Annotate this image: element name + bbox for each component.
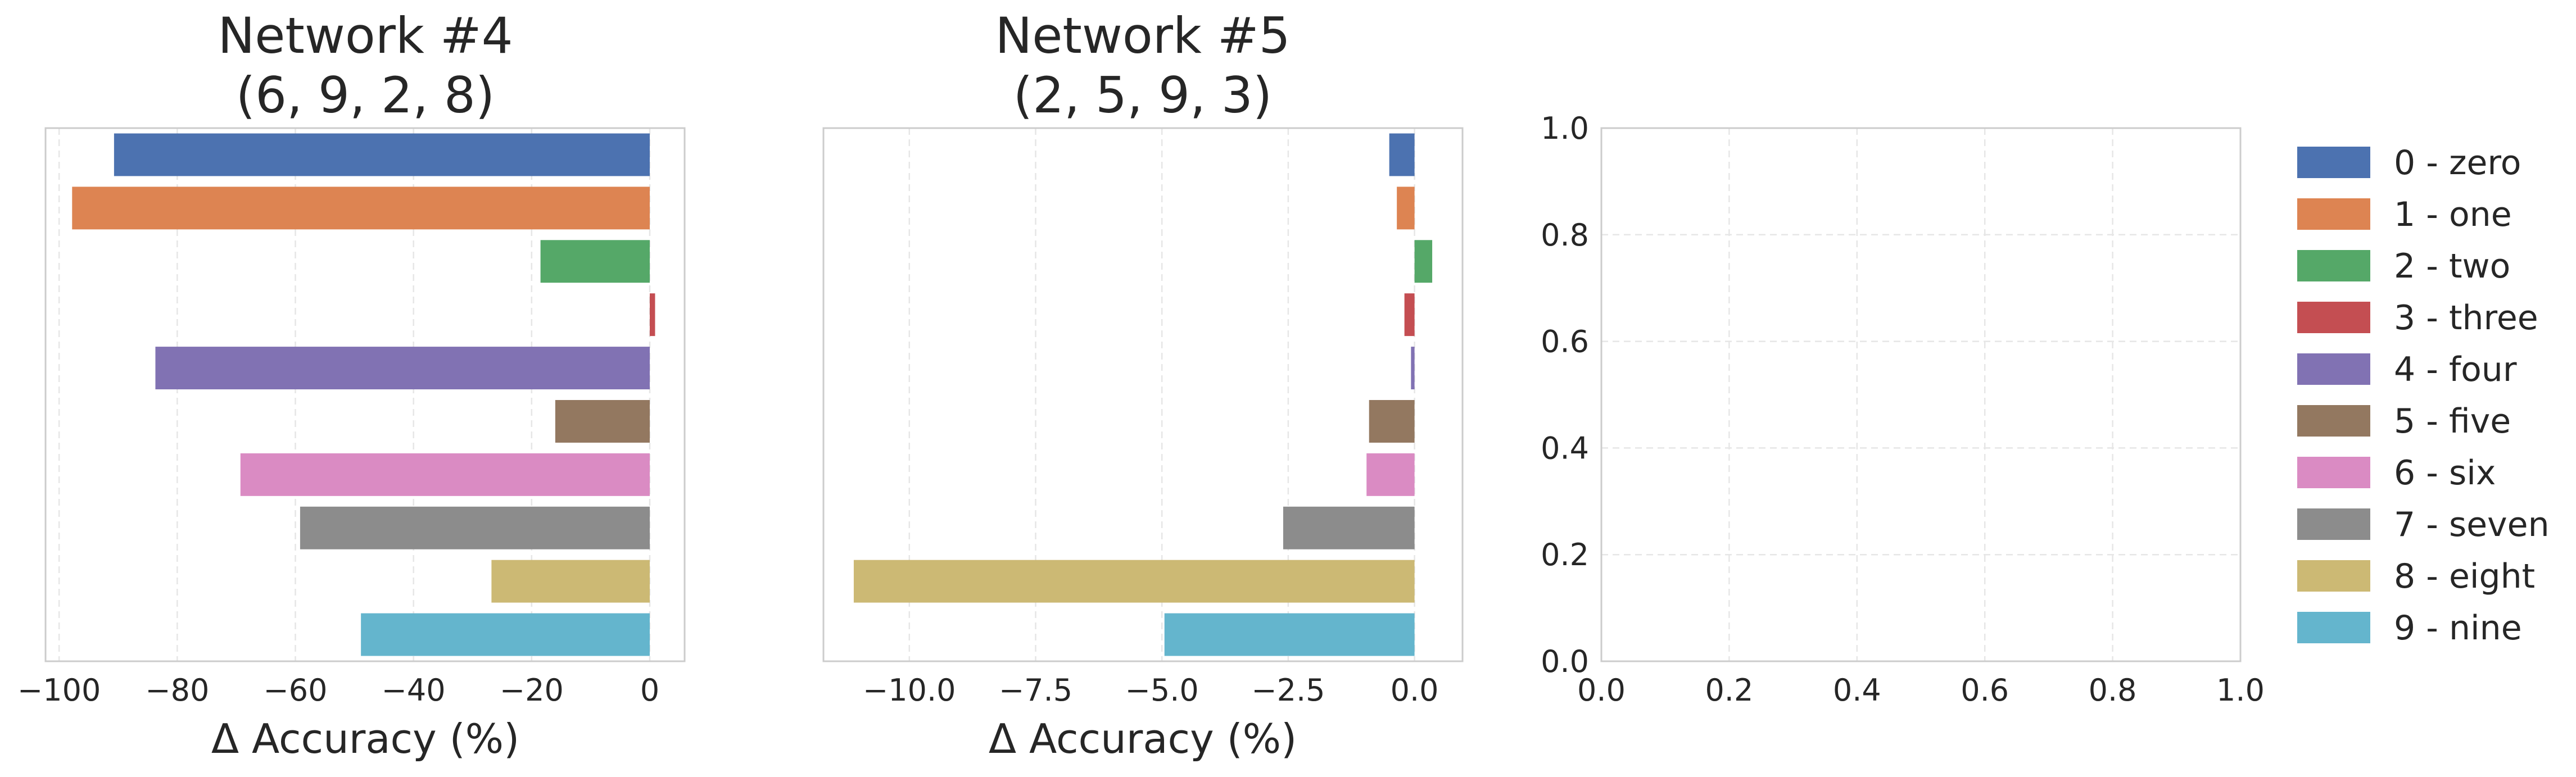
bar-4 <box>155 347 650 390</box>
x-tick-label: −20 <box>500 673 564 708</box>
y-tick-label: 1.0 <box>1541 111 1589 146</box>
x-tick-label: 0.4 <box>1833 673 1881 708</box>
legend-label: 2 - two <box>2394 247 2510 286</box>
legend-label: 9 - nine <box>2394 608 2522 648</box>
legend-label: 3 - three <box>2394 298 2538 338</box>
bar-6 <box>1366 453 1415 496</box>
plot-frame <box>1600 127 2242 662</box>
bar-9 <box>1164 613 1415 656</box>
legend-swatch <box>2297 405 2370 437</box>
x-tick-label: −2.5 <box>1251 673 1325 708</box>
x-tick-labels: −10.0 −7.5 −5.0 −2.5 0.0 <box>863 673 1439 708</box>
x-tick-label: −80 <box>145 673 209 708</box>
legend-swatch <box>2297 250 2370 281</box>
x-tick-label: 0.2 <box>1705 673 1753 708</box>
x-axis-label: Δ Accuracy (%) <box>211 715 519 762</box>
bar-3 <box>650 293 655 337</box>
x-tick-label: 0.6 <box>1961 673 2009 708</box>
x-tick-label: −10.0 <box>863 673 956 708</box>
bar-0 <box>1389 133 1415 176</box>
y-tick-label: 0.4 <box>1541 430 1589 466</box>
x-tick-label: −40 <box>382 673 446 708</box>
legend-swatch <box>2297 457 2370 488</box>
bar-8 <box>853 560 1415 603</box>
y-tick-label: 0.6 <box>1541 324 1589 360</box>
legend-label: 6 - six <box>2394 453 2496 493</box>
y-tick-label: 0.2 <box>1541 537 1589 572</box>
legend-label: 8 - eight <box>2394 557 2535 596</box>
y-tick-label: 0.0 <box>1541 644 1589 679</box>
legend-label: 4 - four <box>2394 350 2517 389</box>
legend-label: 0 - zero <box>2394 143 2521 183</box>
grid-lines <box>1600 127 2242 662</box>
x-tick-label: 0.0 <box>1577 673 1626 708</box>
x-tick-label: −5.0 <box>1125 673 1199 708</box>
legend-swatch <box>2297 560 2370 592</box>
bar-8 <box>491 560 650 603</box>
chart-title-line-2: (6, 9, 2, 8) <box>236 66 495 124</box>
chart-title-line-2: (2, 5, 9, 3) <box>1013 66 1272 124</box>
chart-title-line-1: Network #5 <box>995 7 1290 65</box>
x-tick-label: −60 <box>264 673 328 708</box>
y-tick-labels: 0.0 0.2 0.4 0.6 0.8 1.0 <box>1541 111 1589 679</box>
bar-7 <box>300 506 650 549</box>
legend-swatch <box>2297 302 2370 333</box>
legend-swatch <box>2297 508 2370 540</box>
x-tick-labels: −100 −80 −60 −40 −20 0 <box>17 673 659 708</box>
plot-frame <box>44 127 686 662</box>
x-tick-label: −100 <box>17 673 101 708</box>
chart-panel-network-5: Network #5 (2, 5, 9, 3) −10.0 −7.5 −5.0 −2.… <box>822 7 1464 762</box>
bars <box>72 133 655 656</box>
bar-4 <box>1411 347 1415 390</box>
x-tick-label: 1.0 <box>2216 673 2265 708</box>
legend-label: 1 - one <box>2394 195 2512 234</box>
bar-0 <box>114 133 650 176</box>
bar-5 <box>555 399 650 443</box>
bar-5 <box>1369 399 1415 443</box>
x-tick-label: −7.5 <box>999 673 1072 708</box>
bar-9 <box>361 613 650 656</box>
legend-swatch <box>2297 353 2370 385</box>
y-tick-label: 0.8 <box>1541 217 1589 253</box>
chart-panel-network-4: Network #4 (6, 9, 2, 8) −100 −80 −60 −40 −20… <box>17 7 686 762</box>
bar-1 <box>1397 187 1415 230</box>
plot-frame <box>822 127 1464 662</box>
x-tick-label: 0.0 <box>1391 673 1439 708</box>
bar-2 <box>540 240 650 283</box>
chart-title-line-1: Network #4 <box>218 7 513 65</box>
legend-swatch <box>2297 198 2370 230</box>
x-tick-label: 0.8 <box>2089 673 2137 708</box>
chart-panel-empty: 0.0 0.2 0.4 0.6 0.8 1.0 0.0 0.2 0.4 0.6 0.8 1.0 <box>1541 111 2265 708</box>
legend-label: 7 - seven <box>2394 505 2550 544</box>
x-tick-labels: 0.0 0.2 0.4 0.6 0.8 1.0 <box>1577 673 2265 708</box>
bar-1 <box>72 187 650 230</box>
bar-3 <box>1404 293 1415 337</box>
bars <box>853 133 1433 656</box>
legend-swatch <box>2297 612 2370 643</box>
bar-6 <box>240 453 650 496</box>
x-tick-label: 0 <box>640 673 659 708</box>
x-axis-label: Δ Accuracy (%) <box>989 715 1297 762</box>
legend: 0 - zero 1 - one 2 - two 3 - three 4 - four 5… <box>2297 143 2550 648</box>
legend-label: 5 - five <box>2394 402 2511 441</box>
bar-2 <box>1414 240 1433 283</box>
bar-7 <box>1283 506 1415 549</box>
legend-swatch <box>2297 147 2370 178</box>
